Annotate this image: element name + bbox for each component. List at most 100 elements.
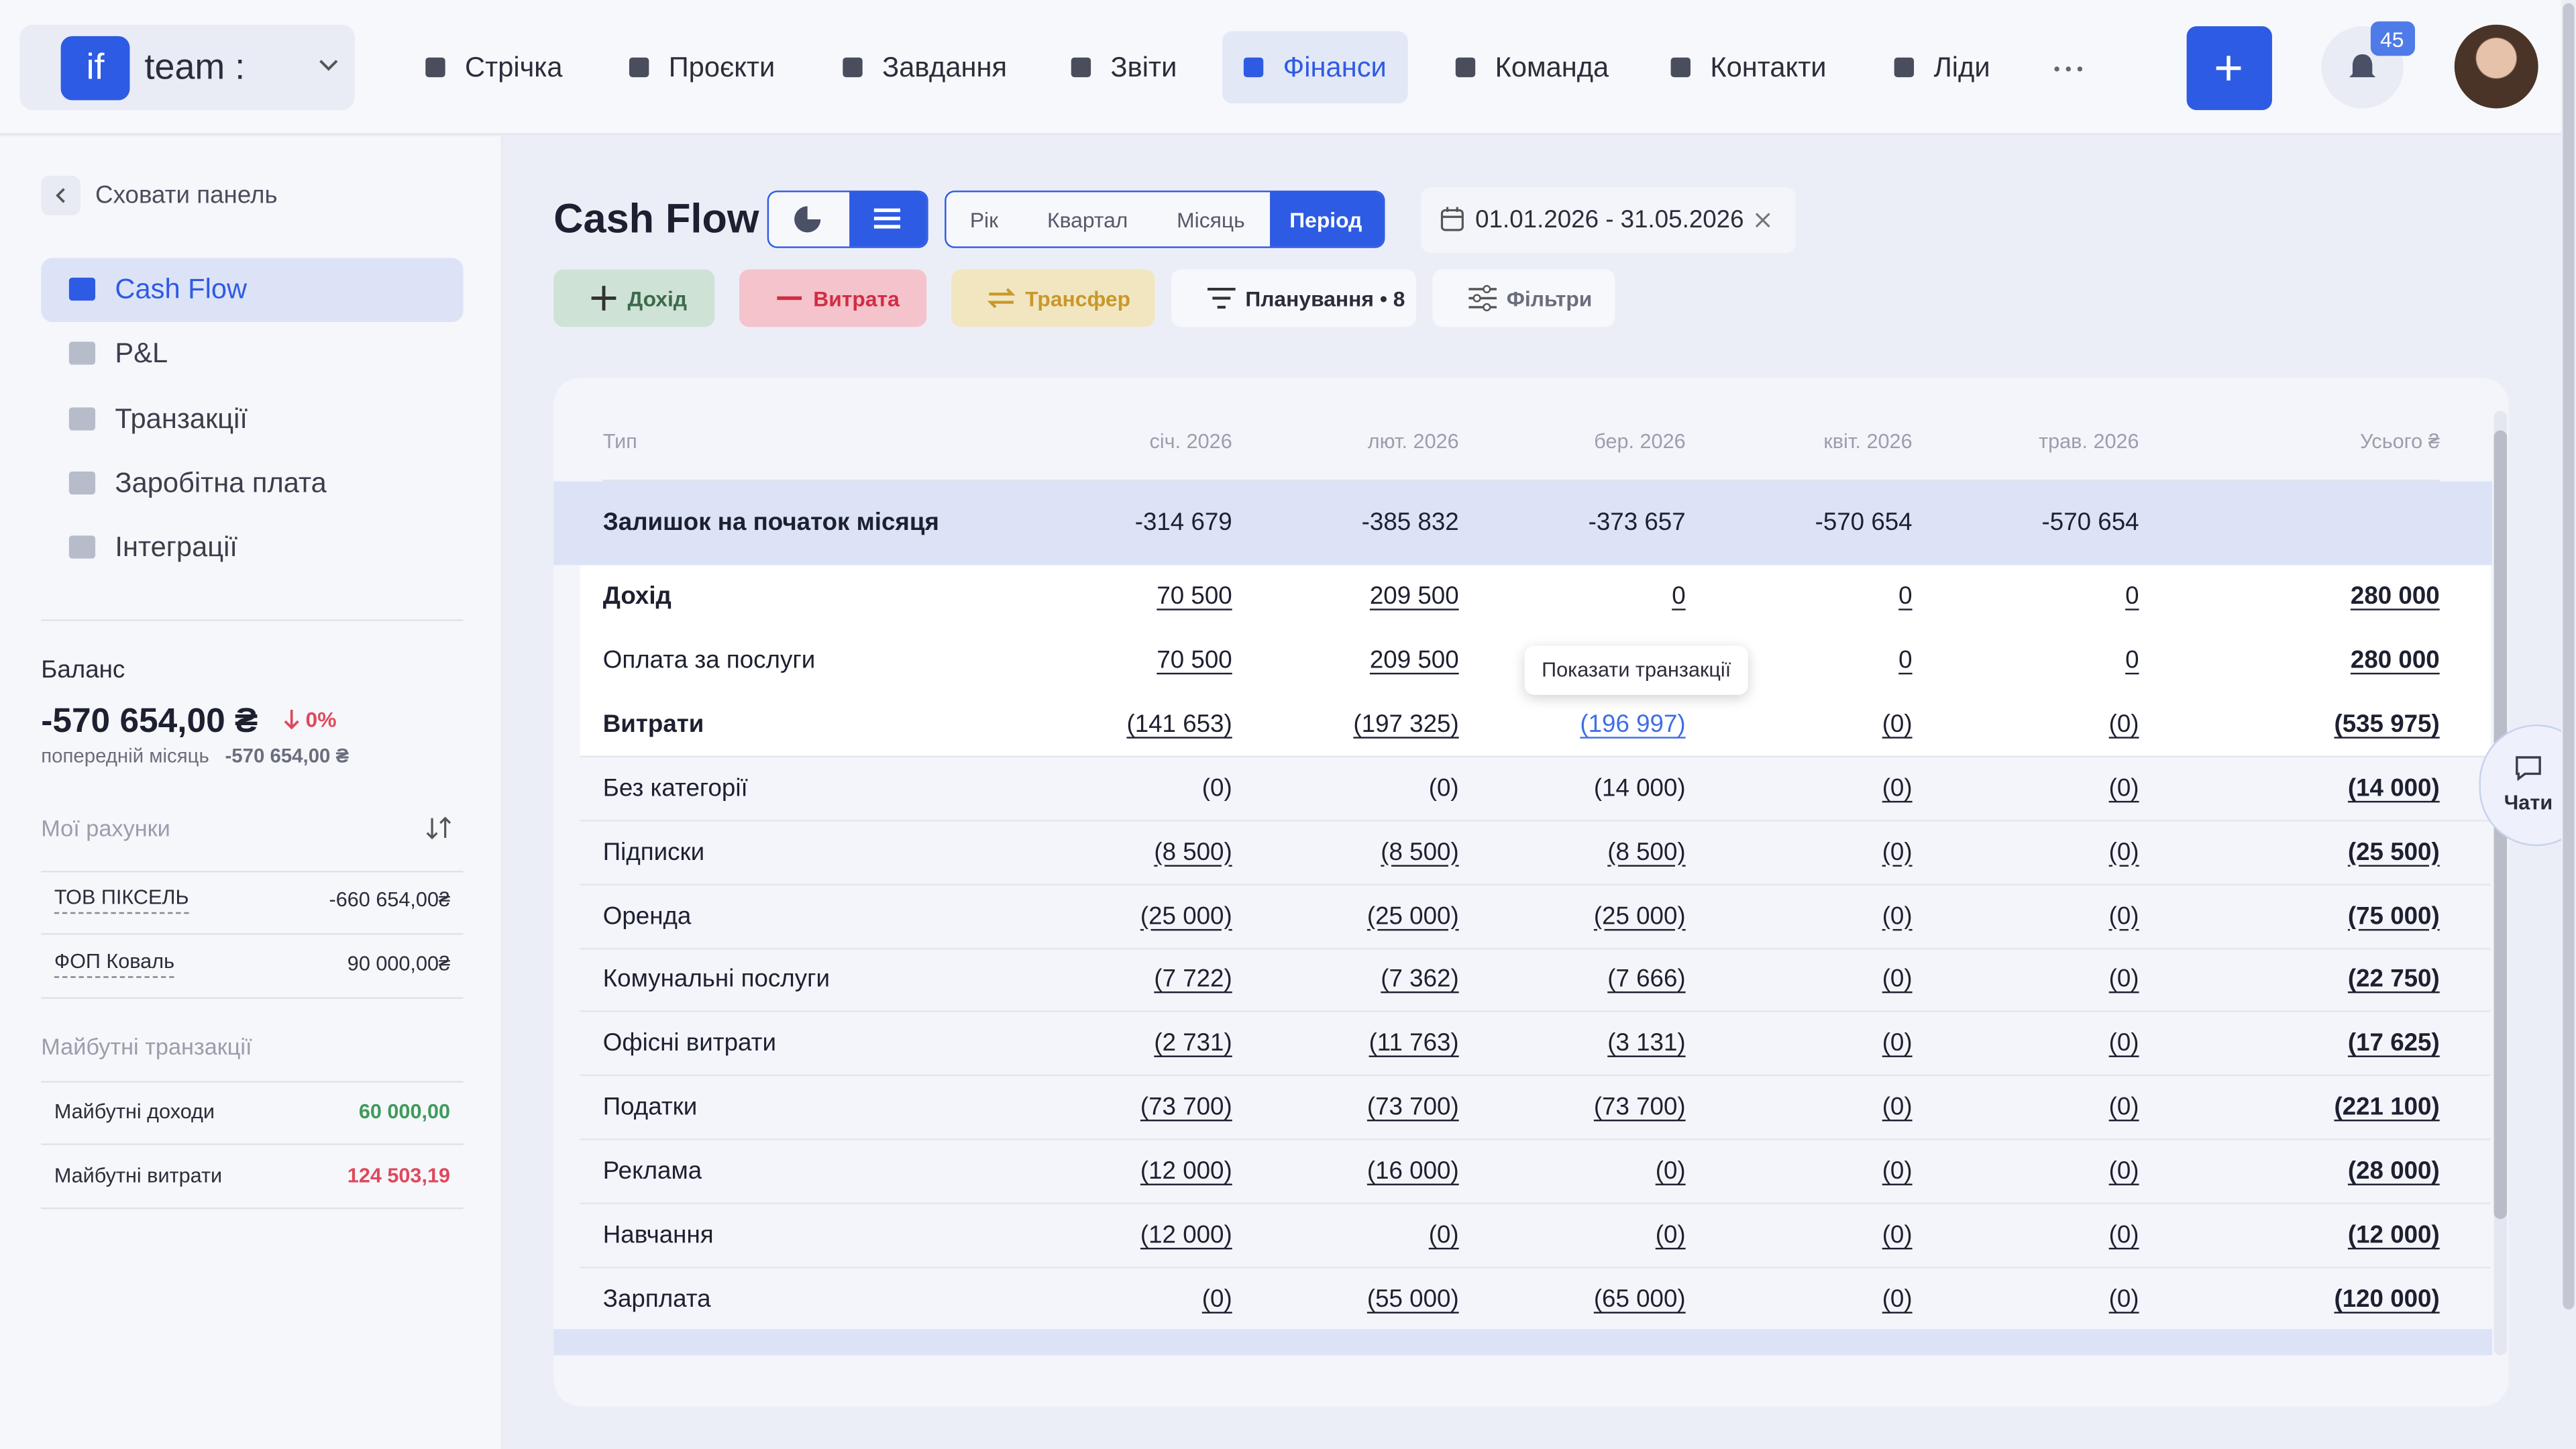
transfer-button[interactable] <box>951 269 1155 327</box>
table-cell[interactable]: (0) <box>1201 1285 1232 1313</box>
period-option[interactable]: Місяць <box>1177 207 1245 233</box>
table-cell[interactable]: (120 000) <box>2334 1285 2440 1313</box>
table-cell[interactable]: (0) <box>1882 902 1913 930</box>
table-cell[interactable]: 70 500 <box>1157 582 1232 610</box>
nav-item[interactable]: Стрічка <box>465 52 563 83</box>
table-cell[interactable]: (0) <box>1882 773 1913 802</box>
menu-item[interactable]: P&L <box>115 337 168 370</box>
table-cell[interactable]: 280 000 <box>2350 582 2440 610</box>
table-cell[interactable]: (0) <box>2108 773 2139 802</box>
table-cell[interactable]: (2 731) <box>1154 1030 1232 1058</box>
table-cell[interactable]: (0) <box>1655 1157 1686 1186</box>
table-cell[interactable]: (0) <box>1882 838 1913 866</box>
table-cell[interactable]: (25 000) <box>1140 902 1232 930</box>
table-cell[interactable]: (11 763) <box>1368 1030 1459 1058</box>
table-cell[interactable]: (25 000) <box>1593 902 1686 930</box>
table-cell[interactable]: (73 700) <box>1593 1093 1686 1122</box>
table-cell[interactable]: (0) <box>1882 1157 1913 1186</box>
table-cell[interactable]: 209 500 <box>1369 646 1459 675</box>
table-cell[interactable]: 0 <box>1672 582 1686 610</box>
table-cell[interactable]: (12 000) <box>2347 1221 2440 1250</box>
table-cell[interactable]: (73 700) <box>1140 1093 1232 1122</box>
period-option[interactable]: Квартал <box>1047 207 1128 233</box>
table-cell[interactable]: (65 000) <box>1593 1285 1686 1313</box>
nav-item[interactable]: Ліди <box>1933 52 1990 83</box>
nav-item[interactable]: Завдання <box>882 52 1008 83</box>
table-cell[interactable]: (196 997) <box>1580 710 1686 739</box>
filters-button[interactable] <box>1432 269 1615 327</box>
table-cell[interactable]: (28 000) <box>2347 1157 2440 1186</box>
page-scrollbar-thumb[interactable] <box>2563 3 2575 1309</box>
transfer-button-label[interactable]: Трансфер <box>1025 286 1131 312</box>
hide-panel-label[interactable]: Сховати панель <box>95 181 278 210</box>
table-cell[interactable]: (0) <box>2108 1221 2139 1250</box>
table-cell[interactable]: (0) <box>1882 965 1913 994</box>
table-cell[interactable]: (0) <box>1882 1221 1913 1250</box>
table-cell[interactable]: (0) <box>2108 965 2139 994</box>
table-cell[interactable]: (17 625) <box>2347 1030 2440 1058</box>
planning-button-label[interactable]: Планування • 8 <box>1245 286 1405 312</box>
income-button-label[interactable]: Дохід <box>627 286 688 312</box>
table-cell[interactable]: (0) <box>2108 838 2139 866</box>
account-name[interactable]: ФОП Коваль <box>54 951 175 977</box>
table-cell[interactable]: (0) <box>1882 1093 1913 1122</box>
table-cell[interactable]: 0 <box>2125 582 2139 610</box>
table-cell[interactable]: (0) <box>1882 1285 1913 1313</box>
expense-button[interactable] <box>739 269 927 327</box>
table-cell[interactable]: (221 100) <box>2334 1093 2440 1122</box>
table-cell[interactable]: (16 000) <box>1366 1157 1459 1186</box>
table-cell[interactable]: (8 500) <box>1607 838 1686 866</box>
income-button[interactable] <box>553 269 715 327</box>
hide-panel-button[interactable] <box>41 176 81 215</box>
period-option[interactable]: Період <box>1289 207 1362 233</box>
table-cell[interactable]: (7 722) <box>1154 965 1232 994</box>
table-cell[interactable]: 0 <box>2125 646 2139 675</box>
account-name[interactable]: ТОВ ПІКСЕЛЬ <box>54 888 189 914</box>
table-cell[interactable]: (55 000) <box>1366 1285 1459 1313</box>
table-cell[interactable]: 209 500 <box>1369 582 1459 610</box>
table-cell[interactable]: (73 700) <box>1366 1093 1459 1122</box>
table-cell[interactable]: (25 000) <box>1366 902 1459 930</box>
table-cell[interactable]: (0) <box>1655 1221 1686 1250</box>
chat-button[interactable] <box>2479 724 2576 847</box>
menu-item[interactable]: Cash Flow <box>115 273 248 305</box>
planning-button[interactable] <box>1171 269 1417 327</box>
table-cell[interactable]: (7 666) <box>1607 965 1686 994</box>
nav-item[interactable]: Звіти <box>1110 52 1177 83</box>
table-cell[interactable]: (535 975) <box>2334 710 2440 739</box>
table-cell[interactable]: (14 000) <box>2347 773 2440 802</box>
nav-item[interactable]: Фінанси <box>1283 52 1387 83</box>
table-cell[interactable]: (3 131) <box>1607 1030 1686 1058</box>
menu-item[interactable]: Заробітна плата <box>115 467 327 498</box>
nav-item[interactable]: Контакти <box>1710 52 1827 83</box>
filters-button-label[interactable]: Фільтри <box>1506 286 1593 312</box>
nav-item[interactable]: Проєкти <box>668 52 775 83</box>
date-range-box[interactable] <box>1421 187 1796 254</box>
table-cell[interactable]: (8 500) <box>1154 838 1232 866</box>
table-cell[interactable]: (0) <box>2108 1093 2139 1122</box>
table-cell[interactable]: (75 000) <box>2347 902 2440 930</box>
table-cell[interactable]: (7 362) <box>1381 965 1459 994</box>
table-cell[interactable]: (0) <box>1428 1221 1459 1250</box>
table-cell[interactable]: (0) <box>2108 1157 2139 1186</box>
table-cell[interactable]: (0) <box>1882 710 1913 739</box>
table-cell[interactable]: (0) <box>2108 1030 2139 1058</box>
table-cell[interactable]: (8 500) <box>1381 838 1459 866</box>
table-cell[interactable]: (0) <box>2108 1285 2139 1313</box>
table-cell[interactable]: (197 325) <box>1353 710 1459 739</box>
table-cell[interactable]: 0 <box>1898 646 1913 675</box>
menu-item[interactable]: Інтеграції <box>115 531 237 564</box>
table-cell[interactable]: (0) <box>1882 1030 1913 1058</box>
table-cell[interactable]: (0) <box>2108 710 2139 739</box>
table-cell[interactable]: (25 500) <box>2347 838 2440 866</box>
table-cell[interactable]: (22 750) <box>2347 965 2440 994</box>
menu-item[interactable]: Транзакції <box>115 402 248 434</box>
table-cell[interactable]: 70 500 <box>1157 646 1232 675</box>
table-cell[interactable]: (12 000) <box>1140 1221 1232 1250</box>
table-cell[interactable]: 0 <box>1898 582 1913 610</box>
table-cell[interactable]: 280 000 <box>2350 646 2440 675</box>
expense-button-label[interactable]: Витрата <box>813 286 900 312</box>
table-cell[interactable]: (141 653) <box>1126 710 1232 739</box>
table-cell[interactable]: (12 000) <box>1140 1157 1232 1186</box>
table-cell[interactable]: (0) <box>2108 902 2139 930</box>
